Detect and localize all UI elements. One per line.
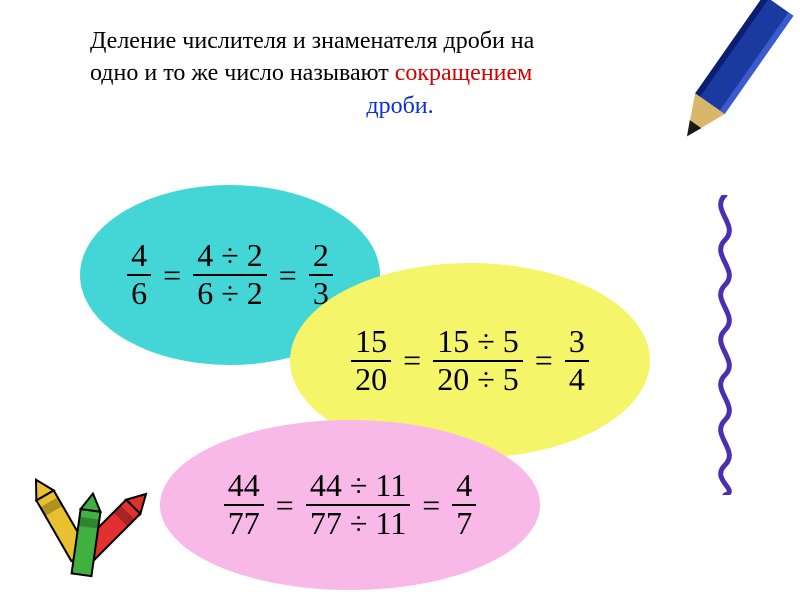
frac-cyan-b: 4 ÷ 26 ÷ 2	[193, 239, 267, 310]
fraction-expression-pink: 4477 = 44 ÷ 1177 ÷ 11 = 47	[224, 469, 476, 540]
frac-pink-c-denominator: 7	[452, 504, 476, 541]
frac-pink-b-numerator: 44 ÷ 11	[306, 469, 410, 504]
frac-yellow-c-numerator: 3	[565, 325, 589, 360]
frac-yellow-b-denominator: 20 ÷ 5	[433, 360, 523, 397]
equals-sign: =	[420, 487, 442, 524]
frac-yellow-a-numerator: 15	[351, 325, 391, 360]
heading-line1: Деление числителя и знаменателя дроби на	[90, 25, 710, 57]
bubble-pink: 4477 = 44 ÷ 1177 ÷ 11 = 47	[160, 420, 540, 590]
frac-cyan-b-numerator: 4 ÷ 2	[193, 239, 267, 274]
frac-pink-c-numerator: 4	[452, 469, 476, 504]
frac-pink-a-denominator: 77	[224, 504, 264, 541]
frac-cyan-b-denominator: 6 ÷ 2	[193, 274, 267, 311]
frac-pink-a-numerator: 44	[224, 469, 264, 504]
frac-yellow-a-denominator: 20	[351, 360, 391, 397]
frac-cyan-a-numerator: 4	[127, 239, 151, 274]
equals-sign: =	[533, 342, 555, 379]
heading-line3: дроби.	[90, 90, 710, 122]
fraction-expression-cyan: 46=4 ÷ 26 ÷ 2=23	[127, 239, 333, 310]
frac-yellow-a: 1520	[351, 325, 391, 396]
frac-yellow-b: 15 ÷ 520 ÷ 5	[433, 325, 523, 396]
frac-yellow-b-numerator: 15 ÷ 5	[433, 325, 523, 360]
equals-sign: =	[274, 487, 296, 524]
squiggle-decoration	[705, 195, 745, 495]
frac-pink-a: 4477	[224, 469, 264, 540]
fraction-expression-yellow: 1520 = 15 ÷ 520 ÷ 5 = 34	[351, 325, 589, 396]
frac-cyan-a-denominator: 6	[127, 274, 151, 311]
frac-pink-b-denominator: 77 ÷ 11	[306, 504, 410, 541]
heading-part2-black: одно и то же число называют	[90, 60, 395, 86]
crayons-icon	[25, 460, 155, 580]
heading: Деление числителя и знаменателя дроби на…	[90, 25, 710, 122]
equals-sign: =	[401, 342, 423, 379]
frac-yellow-c: 34	[565, 325, 589, 396]
frac-pink-c: 47	[452, 469, 476, 540]
heading-part2-red: сокращением	[395, 60, 533, 86]
frac-cyan-c-numerator: 2	[309, 239, 333, 274]
heading-part1: Деление числителя и знаменателя дроби на	[90, 28, 534, 54]
equals-sign: =	[277, 257, 299, 294]
heading-part3: дроби.	[366, 93, 433, 119]
frac-cyan-a: 46	[127, 239, 151, 310]
frac-pink-b: 44 ÷ 1177 ÷ 11	[306, 469, 410, 540]
frac-yellow-c-denominator: 4	[565, 360, 589, 397]
equals-sign: =	[161, 257, 183, 294]
heading-line2: одно и то же число называют сокращением	[90, 57, 710, 89]
